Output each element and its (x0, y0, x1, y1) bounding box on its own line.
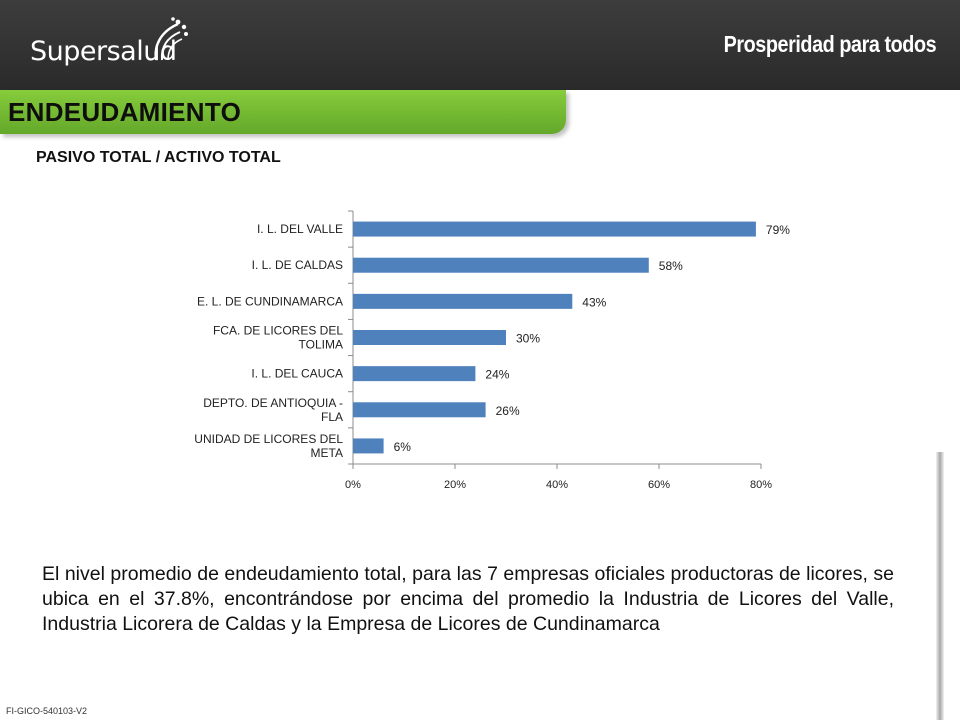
category-label: META (311, 446, 343, 460)
document-code: FI-GICO-540103-V2 (6, 706, 88, 716)
category-label: FLA (321, 410, 343, 424)
header-bar: Supersalud Prosperidad para todos (0, 0, 960, 90)
category-label: I. L. DEL VALLE (257, 222, 343, 236)
summary-paragraph: El nivel promedio de endeudamiento total… (42, 563, 894, 635)
bar (353, 330, 506, 345)
category-label: I. L. DEL CAUCA (251, 367, 343, 381)
category-label: TOLIMA (299, 338, 343, 352)
bar (353, 257, 649, 273)
category-label: UNIDAD DE LICORES DEL (194, 432, 343, 446)
x-tick-label: 20% (444, 479, 466, 491)
chart-subtitle: PASIVO TOTAL / ACTIVO TOTAL (36, 149, 281, 166)
category-label: FCA. DE LICORES DEL (213, 324, 343, 338)
x-tick-label: 40% (546, 479, 568, 491)
data-label: 30% (516, 332, 540, 346)
page-edge-shadow (936, 452, 944, 720)
data-label: 43% (582, 295, 606, 309)
data-label: 79% (766, 223, 790, 237)
supersalud-logo: Supersalud (30, 36, 177, 67)
category-label: E. L. DE CUNDINAMARCA (197, 294, 343, 308)
section-banner: ENDEUDAMIENTO (0, 90, 566, 134)
supersalud-swirl-icon (154, 17, 188, 61)
data-label: 58% (659, 259, 683, 273)
data-label: 26% (496, 404, 520, 418)
data-label: 6% (394, 440, 412, 454)
bar (353, 402, 486, 418)
bar (353, 293, 573, 309)
prosperidad-logo: Prosperidad para todos (723, 31, 936, 57)
bar-chart: 0% 20% 40% 60% 80% 79% I. L. DEL VALLE 58% I. L.… (194, 210, 790, 491)
section-title: ENDEUDAMIENTO (8, 97, 242, 127)
bar (353, 366, 476, 382)
category-label: DEPTO. DE ANTIOQUIA - (203, 396, 343, 410)
x-tick-label: 0% (345, 479, 361, 491)
x-tick-label: 60% (648, 479, 670, 491)
bar (353, 438, 384, 454)
data-label: 24% (485, 368, 509, 382)
x-tick-label: 80% (750, 479, 772, 491)
category-label: I. L. DE CALDAS (252, 258, 343, 272)
bar (353, 221, 756, 237)
